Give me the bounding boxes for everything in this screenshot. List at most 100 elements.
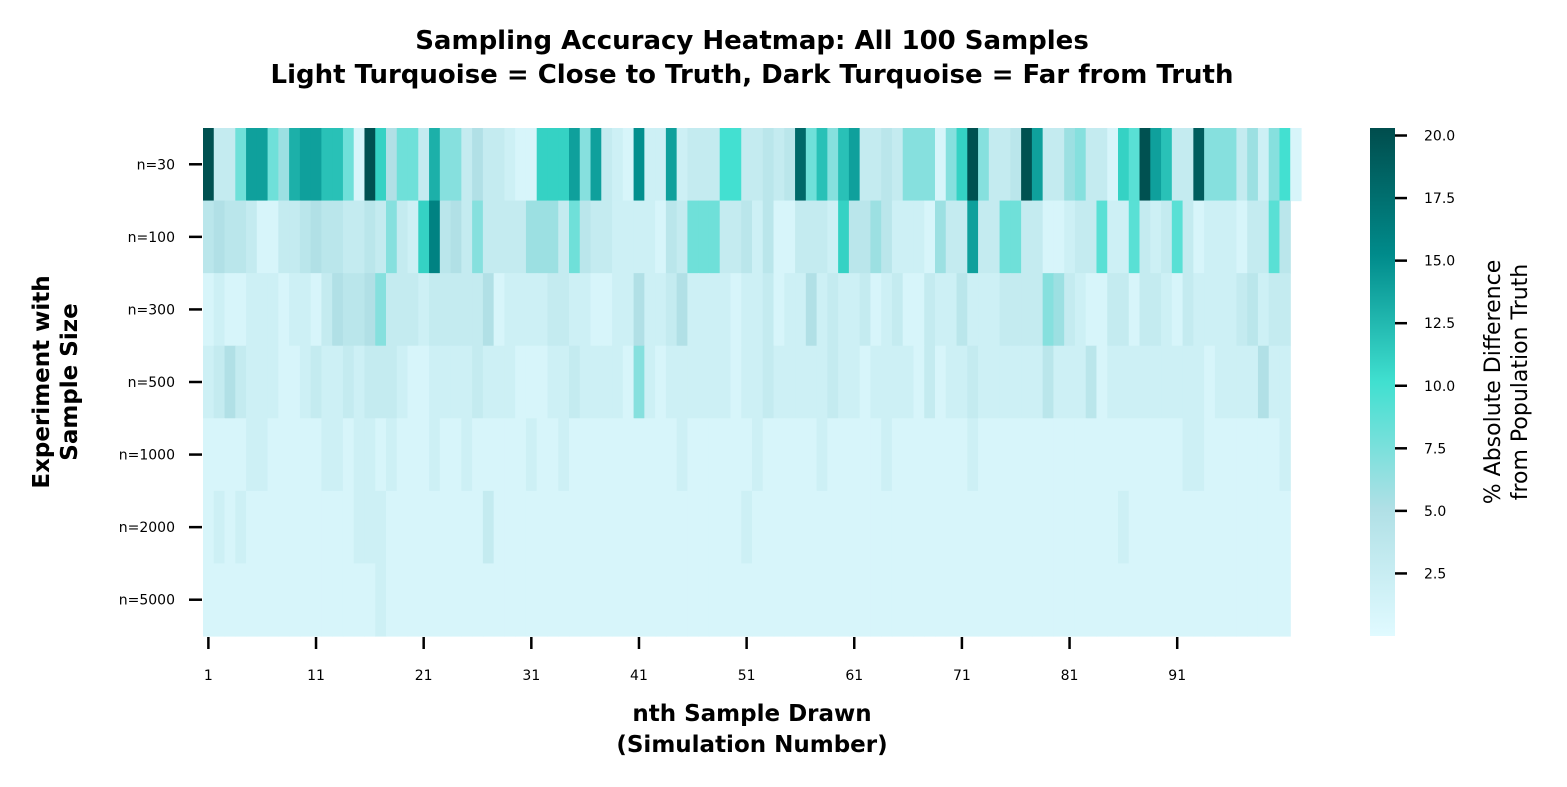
heatmap-cell — [741, 128, 753, 202]
heatmap-cell — [891, 418, 904, 492]
heatmap-cell — [644, 128, 656, 202]
heatmap-cell — [1031, 345, 1044, 419]
heatmap-cell — [1128, 200, 1141, 274]
heatmap-cell — [461, 128, 473, 202]
heatmap-cell — [289, 418, 301, 492]
heatmap-cell — [644, 345, 656, 419]
heatmap-cell — [1257, 490, 1270, 565]
heatmap-cell — [1042, 200, 1055, 274]
heatmap-cell — [601, 273, 613, 347]
heatmap-cell — [289, 273, 301, 347]
heatmap-cell — [450, 418, 462, 492]
heatmap-cell — [1214, 273, 1227, 347]
heatmap-cell — [482, 273, 495, 347]
heatmap-cell — [1193, 563, 1205, 637]
heatmap-cell — [1010, 345, 1022, 419]
heatmap-cell — [579, 345, 592, 419]
heatmap-cell — [256, 490, 269, 565]
heatmap-cell — [612, 200, 624, 274]
heatmap-cell — [224, 273, 236, 347]
heatmap-cell — [902, 200, 915, 274]
heatmap-cell — [1118, 418, 1130, 492]
heatmap-cell — [590, 345, 602, 419]
heatmap-cell — [1031, 490, 1044, 565]
heatmap-cell — [935, 273, 947, 347]
heatmap-cell — [924, 200, 936, 274]
colorbar-tick-label: 17.5 — [1424, 191, 1455, 207]
heatmap-cell — [1236, 128, 1248, 202]
heatmap-cell — [461, 345, 473, 419]
heatmap-cell — [493, 345, 506, 419]
heatmap-cell — [1214, 418, 1227, 492]
x-axis: 1 11 21 31 41 51 61 71 81 91 — [204, 637, 1186, 684]
heatmap-cell — [536, 345, 549, 419]
heatmap-cell — [795, 418, 807, 492]
heatmap-cell — [472, 200, 484, 274]
heatmap-cell — [859, 345, 872, 419]
y-tick-label: n=2000 — [119, 520, 175, 536]
heatmap-cell — [773, 128, 785, 202]
heatmap-cell — [935, 563, 947, 637]
heatmap-cell — [967, 128, 979, 202]
heatmap-cell — [536, 273, 549, 347]
heatmap-cell — [1214, 128, 1227, 202]
heatmap-cell — [870, 200, 882, 274]
heatmap-cell — [310, 345, 323, 419]
heatmap-cell — [827, 345, 839, 419]
heatmap-cell — [1107, 128, 1119, 202]
heatmap-cell — [945, 128, 958, 202]
heatmap-cell — [1182, 490, 1194, 565]
heatmap-cell — [213, 418, 226, 492]
heatmap-cell — [267, 490, 279, 565]
heatmap-cell — [978, 273, 990, 347]
heatmap-cell — [375, 490, 387, 565]
heatmap-cell — [913, 418, 925, 492]
heatmap-cell — [224, 345, 236, 419]
heatmap-cell — [547, 273, 559, 347]
heatmap-cell — [1096, 418, 1108, 492]
heatmap-cell — [665, 128, 678, 202]
heatmap-cell — [698, 418, 710, 492]
heatmap-cell — [321, 563, 333, 637]
heatmap-cell — [1161, 200, 1173, 274]
heatmap-cell — [816, 273, 828, 347]
heatmap-cell — [407, 200, 419, 274]
heatmap-cell — [1236, 345, 1248, 419]
heatmap-cell — [1161, 490, 1173, 565]
heatmap-cell — [299, 563, 312, 637]
heatmap-cell — [472, 563, 484, 637]
y-axis: n=30 n=100 n=300 n=500 n=1000 n=2000 n=5000 — [119, 157, 202, 609]
heatmap-cell — [719, 200, 732, 274]
heatmap-cell — [461, 200, 473, 274]
heatmap-cell — [1204, 128, 1216, 202]
heatmap-cell — [859, 128, 872, 202]
heatmap-cell — [999, 490, 1011, 565]
x-tick-label: 71 — [953, 668, 971, 684]
heatmap-cell — [1107, 345, 1119, 419]
heatmap-cell — [515, 563, 527, 637]
heatmap-cell — [1128, 563, 1141, 637]
heatmap-cell — [655, 418, 667, 492]
heatmap-cell — [515, 490, 527, 565]
heatmap-cell — [558, 490, 570, 565]
heatmap-cell — [1247, 345, 1259, 419]
x-tick-label: 1 — [204, 668, 213, 684]
heatmap-cell — [396, 418, 409, 492]
heatmap-cell — [364, 418, 376, 492]
heatmap-cell — [1139, 490, 1151, 565]
heatmap-cell — [256, 563, 269, 637]
heatmap-cell — [267, 563, 279, 637]
heatmap-cell — [741, 563, 753, 637]
heatmap-cell — [1150, 490, 1162, 565]
heatmap-cell — [321, 490, 333, 565]
heatmap-cell — [1182, 273, 1194, 347]
heatmap-cell — [1161, 418, 1173, 492]
heatmap-cell — [1010, 563, 1022, 637]
heatmap-cell — [1064, 563, 1076, 637]
heatmap-cell — [773, 273, 785, 347]
heatmap-cell — [1128, 418, 1141, 492]
heatmap-cell — [364, 490, 376, 565]
heatmap-cell — [429, 563, 441, 637]
heatmap-cell — [386, 273, 398, 347]
heatmap-cell — [450, 200, 462, 274]
